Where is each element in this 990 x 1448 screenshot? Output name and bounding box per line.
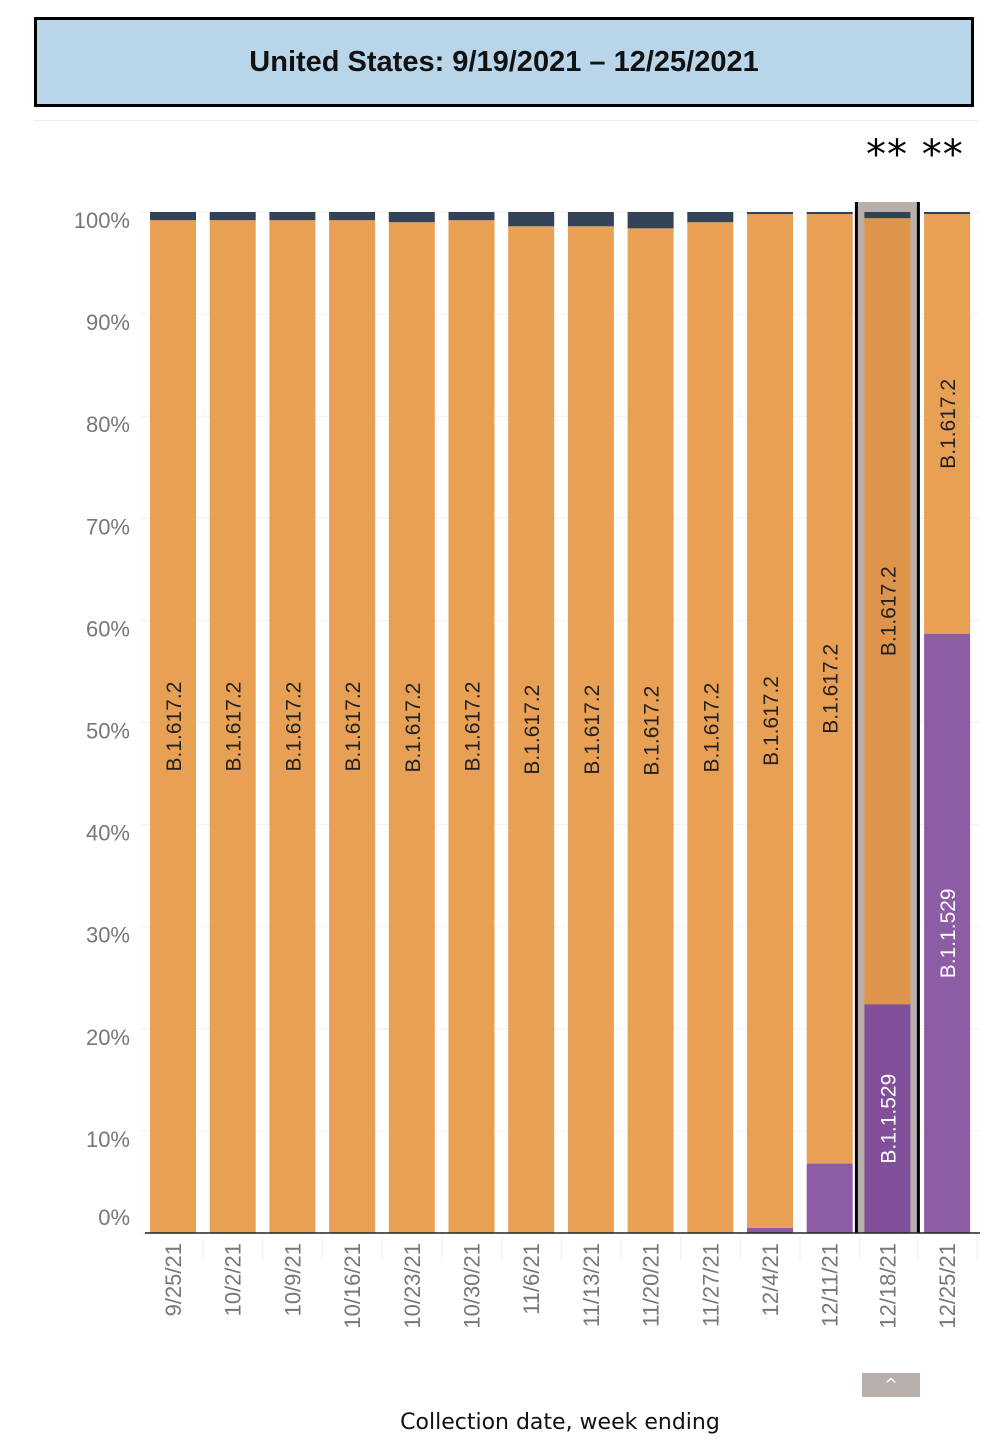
x-tick-label: 10/23/21 [400, 1243, 425, 1329]
x-tick-label: 12/11/21 [818, 1243, 843, 1327]
x-tick-label: 11/20/21 [639, 1243, 664, 1327]
bar-data-label: B.1.617.2 [223, 682, 246, 772]
bar-segment-other [747, 212, 793, 215]
y-tick-label: 60% [86, 616, 130, 641]
x-tick-label: 10/16/21 [340, 1243, 365, 1329]
bar-segment-other [567, 212, 614, 227]
bar-segment-other [806, 212, 853, 215]
bar-segment-other [864, 212, 911, 219]
bar-segment-delta [209, 220, 256, 1234]
bar-segment-delta [448, 220, 495, 1234]
bar-data-label: B.1.1.529 [937, 888, 960, 978]
bar-segment-other [150, 212, 196, 221]
bar-segment-other [388, 212, 435, 223]
title-divider [34, 120, 978, 121]
bar-segment-delta [864, 218, 911, 1005]
bar-data-label: B.1.617.2 [641, 686, 664, 776]
bar-data-label: B.1.617.2 [877, 566, 900, 656]
bar-segment-delta [806, 214, 853, 1164]
bar-segment-other [269, 212, 316, 221]
y-tick-label: 20% [86, 1025, 130, 1050]
x-tick-label: 11/13/21 [579, 1243, 604, 1327]
bar-data-label: B.1.617.2 [581, 685, 604, 775]
x-tick-label: 12/25/21 [935, 1243, 960, 1329]
bar-data-label: B.1.617.2 [521, 685, 544, 775]
bar-segment-other [448, 212, 495, 221]
x-tick-label: 10/2/21 [221, 1243, 246, 1316]
bar-data-label: B.1.617.2 [820, 644, 843, 734]
bar-data-label: B.1.1.529 [877, 1074, 900, 1164]
bar-data-label: B.1.617.2 [402, 683, 425, 773]
x-tick-label: 9/25/21 [161, 1243, 186, 1316]
x-tick-label: 12/18/21 [875, 1243, 900, 1329]
bar-segment-other [209, 212, 256, 221]
bar-data-label: B.1.617.2 [462, 682, 485, 772]
bar-data-label: B.1.617.2 [282, 682, 305, 772]
bar-data-label: B.1.617.2 [163, 682, 186, 772]
y-tick-label: 30% [86, 923, 130, 948]
bar-segment-omicron [924, 633, 971, 1233]
bar-segment-omicron [806, 1163, 853, 1233]
x-tick-label: 10/30/21 [460, 1243, 485, 1329]
bar-segment-delta [924, 214, 971, 634]
bar-segment-delta [329, 220, 376, 1234]
x-tick-label: 11/27/21 [698, 1243, 723, 1327]
bar-segment-omicron [864, 1004, 911, 1233]
bar-segment-other [329, 212, 376, 221]
y-tick-label: 80% [86, 412, 130, 437]
bar-segment-other [508, 212, 555, 227]
bar-data-label: B.1.617.2 [700, 683, 723, 773]
bar-segment-delta [627, 228, 674, 1233]
bar-segment-other [627, 212, 674, 229]
y-tick-label: 50% [86, 719, 130, 744]
bar-segment-other [687, 212, 734, 223]
bar-data-label: B.1.617.2 [760, 676, 783, 766]
bar-segment-delta [508, 226, 555, 1233]
y-tick-label: 100% [74, 208, 130, 233]
x-tick-label: 10/9/21 [280, 1243, 305, 1316]
bar-segment-delta [687, 222, 734, 1233]
x-tick-label: 11/6/21 [519, 1243, 544, 1315]
y-tick-label: 70% [86, 514, 130, 539]
bar-segment-delta [269, 220, 316, 1234]
bar-data-label: B.1.617.2 [342, 682, 365, 772]
bar-segment-other [924, 212, 971, 215]
bar-data-label: B.1.617.2 [937, 379, 960, 469]
y-tick-label: 40% [86, 821, 130, 846]
provisional-annotation: ** ** [866, 132, 964, 178]
bar-segment-omicron [747, 1227, 793, 1233]
y-tick-label: 90% [86, 310, 130, 335]
bar-segment-delta [747, 214, 793, 1228]
bar-segment-delta [388, 222, 435, 1233]
x-axis-label: Collection date, week ending [400, 1410, 720, 1435]
x-tick-label: 12/4/21 [758, 1243, 783, 1316]
chart-title: United States: 9/19/2021 – 12/25/2021 [34, 17, 974, 107]
y-tick-label: 0% [98, 1205, 130, 1230]
y-tick-label: 10% [86, 1127, 130, 1152]
bar-segment-delta [567, 226, 614, 1233]
scroll-up-button[interactable]: ^ [862, 1373, 920, 1397]
bar-segment-delta [150, 220, 196, 1234]
